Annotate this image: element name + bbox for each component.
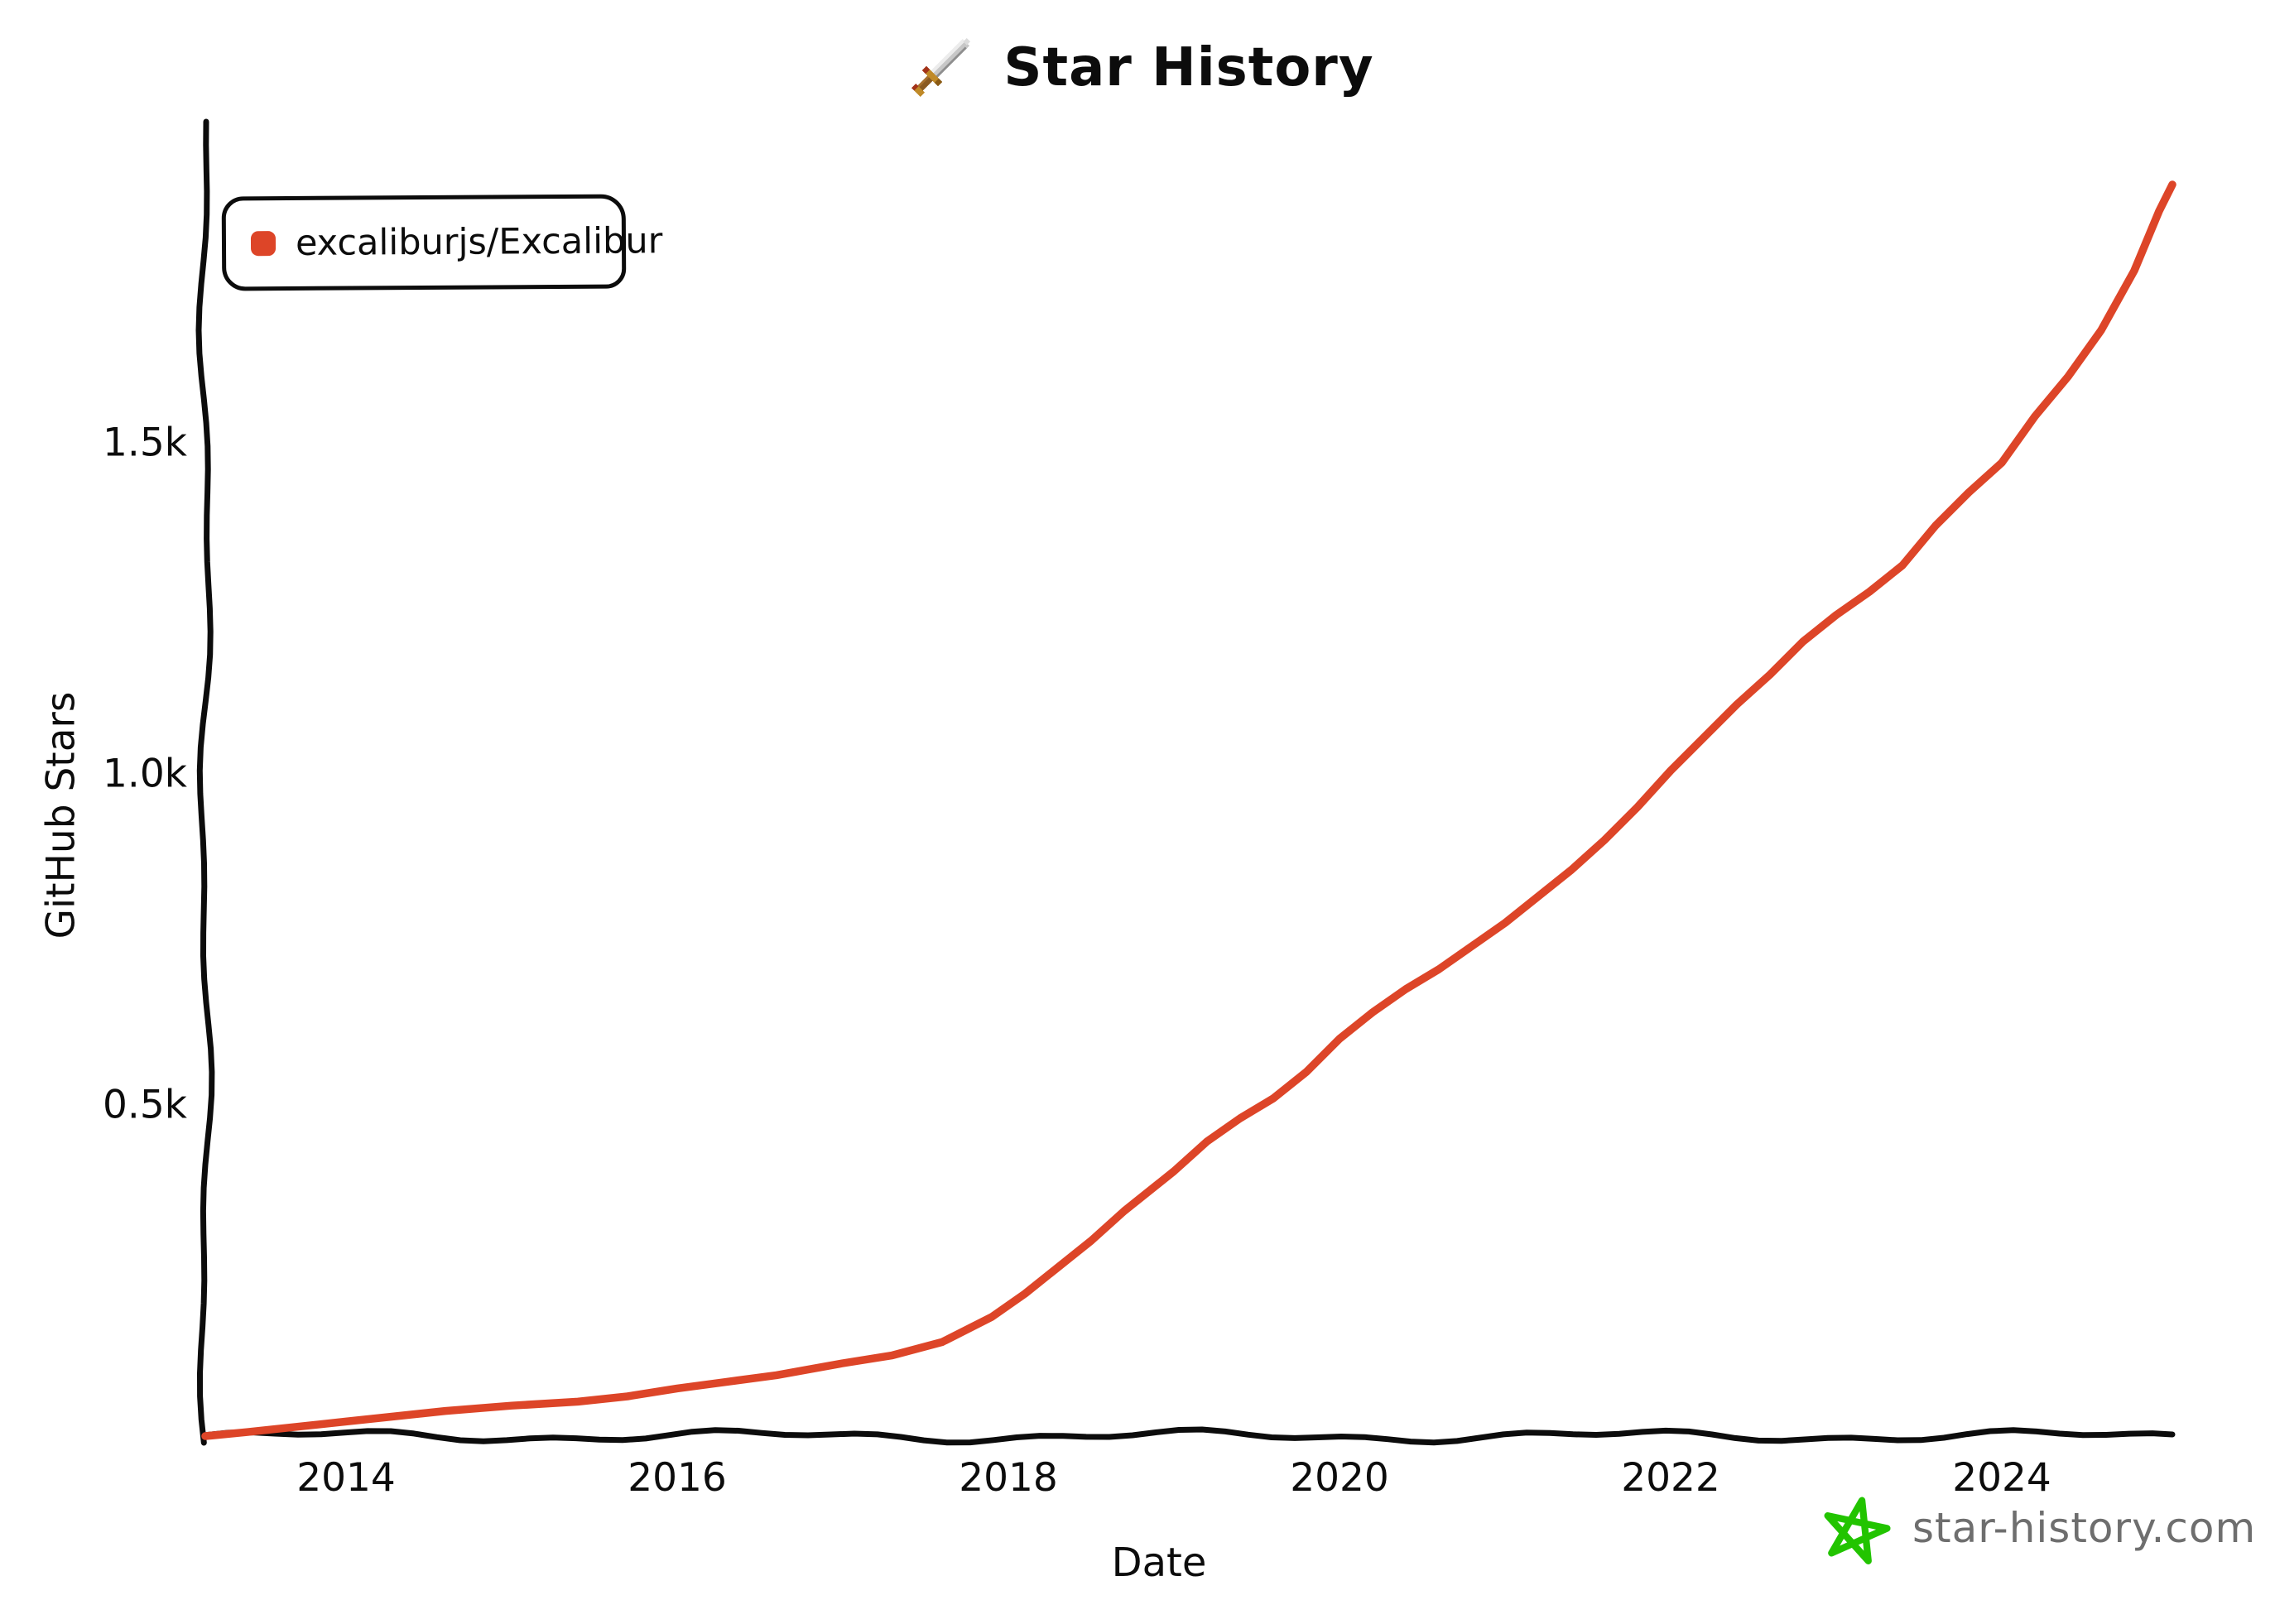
y-tick-label-1.0k: 1.0k — [103, 751, 187, 797]
y-tick-label-1.5k: 1.5k — [103, 420, 187, 466]
x-axis — [202, 1426, 2176, 1446]
green-star-icon — [1824, 1497, 1891, 1564]
x-axis-title: Date — [1111, 1540, 1207, 1586]
x-tick-label-2018: 2018 — [959, 1455, 1058, 1501]
x-tick-label-2022: 2022 — [1621, 1455, 1720, 1501]
y-tick-label-0.5k: 0.5k — [103, 1082, 187, 1128]
legend-marker — [250, 231, 277, 257]
chart-title-bar: Star History — [0, 28, 2275, 108]
x-tick-label-2024: 2024 — [1952, 1455, 2051, 1501]
site-brand-link[interactable]: star-history.com — [1818, 1490, 2256, 1566]
x-tick-label-2020: 2020 — [1290, 1455, 1389, 1501]
x-tick-label-2016: 2016 — [628, 1455, 727, 1501]
y-axis-title: GitHub Stars — [38, 691, 84, 939]
y-axis — [195, 118, 215, 1446]
legend: excaliburjs/Excalibur — [221, 194, 662, 291]
pixel-sword-icon — [911, 37, 971, 98]
page-title: Star History — [1003, 37, 1374, 98]
x-tick-label-2014: 2014 — [296, 1455, 396, 1501]
legend-item-label: excaliburjs/Excalibur — [295, 220, 663, 264]
site-brand-text: star-history.com — [1912, 1504, 2257, 1552]
series-line-excaliburjs-excalibur — [201, 180, 2176, 1440]
